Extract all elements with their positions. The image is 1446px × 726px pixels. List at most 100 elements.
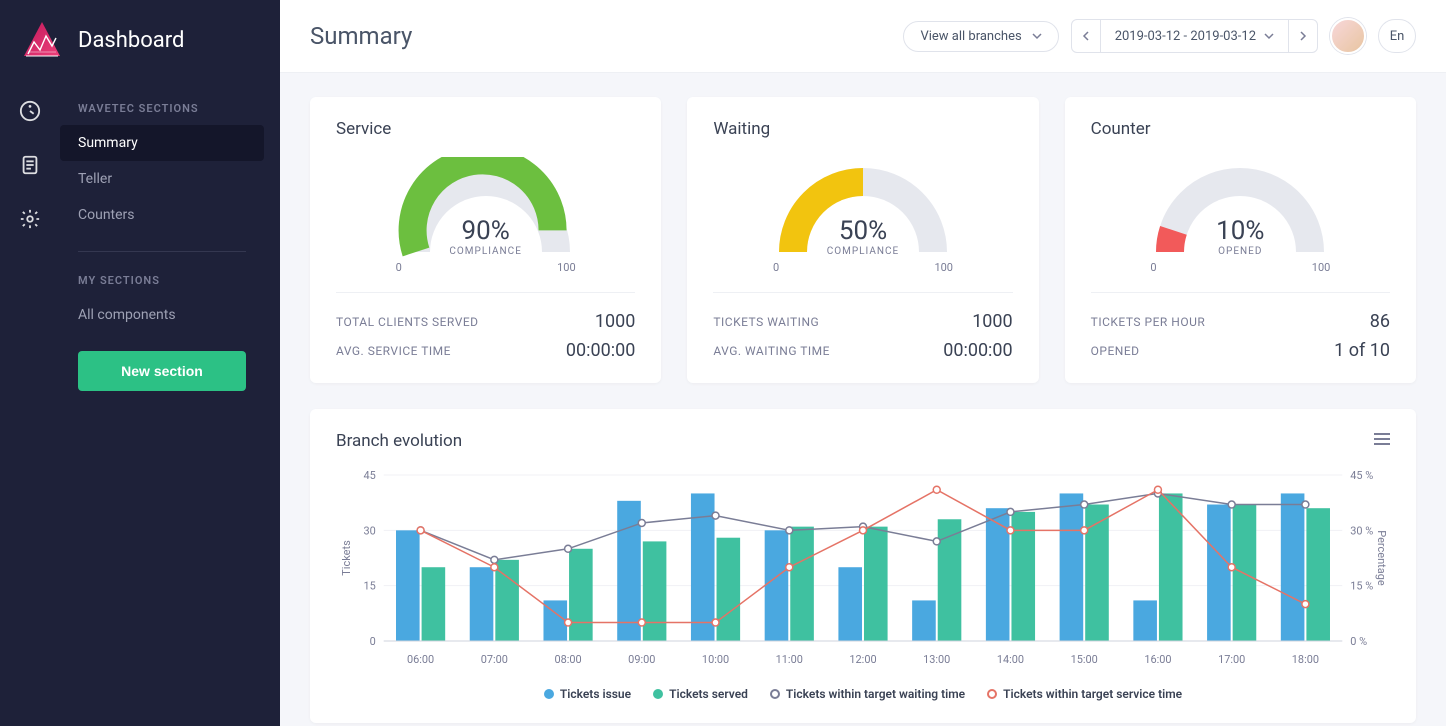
svg-text:0 %: 0 %	[1350, 635, 1367, 648]
gauge-scale: 0100	[396, 261, 576, 274]
svg-text:12:00: 12:00	[849, 653, 876, 666]
stat-label: TOTAL CLIENTS SERVED	[336, 315, 479, 329]
date-prev-button[interactable]	[1071, 19, 1101, 53]
legend-item[interactable]: Tickets within target waiting time	[770, 687, 965, 701]
gauge-card-counter: Counter 10% OPENED 0100 TICKETS PER HOUR…	[1065, 97, 1416, 383]
gauge-label: COMPLIANCE	[391, 246, 581, 257]
svg-text:Percentage: Percentage	[1375, 530, 1388, 586]
svg-text:07:00: 07:00	[481, 653, 508, 666]
sidebar-item-counters[interactable]: Counters	[60, 197, 264, 233]
date-range-picker: 2019-03-12 - 2019-03-12	[1071, 19, 1318, 53]
svg-text:16:00: 16:00	[1144, 653, 1171, 666]
svg-text:08:00: 08:00	[554, 653, 581, 666]
date-range-display[interactable]: 2019-03-12 - 2019-03-12	[1101, 19, 1288, 53]
legend-label: Tickets within target service time	[1003, 687, 1182, 701]
svg-text:14:00: 14:00	[997, 653, 1024, 666]
topbar: Summary View all branches 2019-03-12 - 2…	[280, 0, 1446, 73]
language-button[interactable]: En	[1378, 19, 1416, 53]
svg-text:45: 45	[363, 469, 375, 482]
chevron-down-icon	[1032, 31, 1042, 41]
card-title: Service	[336, 119, 635, 139]
section-label-my: MY SECTIONS	[78, 274, 264, 287]
stat-row: AVG. WAITING TIME 00:00:00	[713, 336, 1012, 365]
legend-label: Tickets issue	[560, 687, 631, 701]
date-range-text: 2019-03-12 - 2019-03-12	[1115, 29, 1256, 44]
gauge: 90% COMPLIANCE	[391, 157, 581, 257]
stat-label: TICKETS PER HOUR	[1091, 315, 1206, 329]
svg-text:11:00: 11:00	[776, 653, 803, 666]
new-section-button[interactable]: New section	[78, 351, 246, 391]
branch-selector[interactable]: View all branches	[903, 21, 1058, 52]
gauge-label: OPENED	[1145, 246, 1335, 257]
legend-label: Tickets served	[669, 687, 748, 701]
document-icon[interactable]	[19, 154, 41, 180]
section-label-wavetec: WAVETEC SECTIONS	[78, 102, 264, 115]
chart-area: 0 15 30 45 0 % 15 % 30 % 45 % Tickets Percentage 0…	[336, 467, 1390, 677]
gauge-scale: 0100	[1150, 261, 1330, 274]
icon-rail	[0, 80, 60, 409]
avatar[interactable]	[1330, 18, 1366, 54]
svg-text:30: 30	[363, 524, 375, 537]
card-title: Waiting	[713, 119, 1012, 139]
svg-text:45 %: 45 %	[1350, 469, 1373, 482]
gauge-card-service: Service 90% COMPLIANCE 0100 TOTAL CLIENT…	[310, 97, 661, 383]
sidebar-item-summary[interactable]: Summary	[60, 125, 264, 161]
svg-text:10:00: 10:00	[702, 653, 729, 666]
legend-item[interactable]: Tickets within target service time	[987, 687, 1182, 701]
stat-value: 1000	[972, 311, 1012, 332]
stat-row: OPENED 1 of 10	[1091, 336, 1390, 365]
svg-text:15 %: 15 %	[1350, 580, 1373, 593]
content: Service 90% COMPLIANCE 0100 TOTAL CLIENT…	[280, 73, 1446, 726]
gauge-icon[interactable]	[19, 100, 41, 126]
gauge: 10% OPENED	[1145, 157, 1335, 257]
stat-row: TICKETS WAITING 1000	[713, 307, 1012, 336]
stat-label: TICKETS WAITING	[713, 315, 819, 329]
stat-label: AVG. WAITING TIME	[713, 344, 830, 358]
gauge-scale: 0100	[773, 261, 953, 274]
divider	[78, 251, 246, 252]
legend-dot	[544, 689, 554, 699]
stat-row: TICKETS PER HOUR86	[1091, 307, 1390, 336]
chart-title: Branch evolution	[336, 431, 1390, 451]
main: Summary View all branches 2019-03-12 - 2…	[280, 0, 1446, 726]
gauge-label: COMPLIANCE	[768, 246, 958, 257]
stat-row: AVG. SERVICE TIME00:00:00	[336, 336, 635, 365]
sidebar-item-teller[interactable]: Teller	[60, 161, 264, 197]
stat-value: 1000	[595, 311, 635, 332]
page-title: Summary	[310, 22, 412, 50]
svg-text:13:00: 13:00	[923, 653, 950, 666]
chevron-down-icon	[1264, 31, 1274, 41]
svg-text:18:00: 18:00	[1292, 653, 1319, 666]
gauge-percent: 10%	[1145, 216, 1335, 246]
svg-text:17:00: 17:00	[1218, 653, 1245, 666]
sidebar-title: Dashboard	[78, 28, 184, 53]
legend-dot	[653, 689, 663, 699]
gauge: 50% COMPLIANCE	[768, 157, 958, 257]
svg-text:Tickets: Tickets	[340, 540, 353, 576]
sidebar-header: Dashboard	[0, 0, 280, 80]
svg-text:15:00: 15:00	[1071, 653, 1098, 666]
legend-marker	[770, 689, 780, 699]
svg-text:15: 15	[363, 580, 375, 593]
legend-label: Tickets within target waiting time	[786, 687, 965, 701]
svg-text:0: 0	[370, 635, 376, 648]
sidebar: Dashboard WAVETEC SECTIONS SummaryTeller…	[0, 0, 280, 726]
nav-column: WAVETEC SECTIONS SummaryTellerCounters M…	[60, 80, 280, 409]
logo	[20, 18, 64, 62]
branch-selector-label: View all branches	[920, 29, 1021, 44]
legend-item[interactable]: Tickets issue	[544, 687, 631, 701]
svg-text:30 %: 30 %	[1350, 524, 1373, 537]
stat-value: 00:00:00	[943, 340, 1012, 361]
svg-text:06:00: 06:00	[407, 653, 434, 666]
legend-item[interactable]: Tickets served	[653, 687, 748, 701]
stat-value: 1 of 10	[1334, 340, 1390, 361]
gauge-card-waiting: Waiting 50% COMPLIANCE 0100 TICKETS WAIT…	[687, 97, 1038, 383]
stat-label: OPENED	[1091, 344, 1140, 358]
gauge-percent: 50%	[768, 216, 958, 246]
chart-menu-button[interactable]	[1374, 431, 1390, 450]
date-next-button[interactable]	[1288, 19, 1318, 53]
sidebar-item-all-components[interactable]: All components	[60, 297, 264, 333]
stat-value: 00:00:00	[566, 340, 635, 361]
gear-icon[interactable]	[19, 208, 41, 234]
card-title: Counter	[1091, 119, 1390, 139]
